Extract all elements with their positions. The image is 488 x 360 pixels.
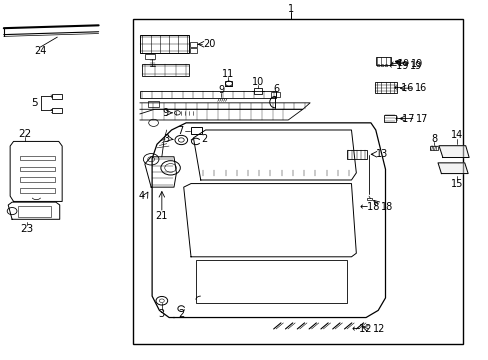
Text: 5: 5 — [31, 98, 38, 108]
Bar — [374, 82, 396, 93]
Text: 21: 21 — [155, 211, 168, 221]
Text: 3: 3 — [159, 309, 164, 319]
Bar — [375, 57, 390, 64]
Text: ←18: ←18 — [359, 202, 379, 212]
Bar — [196, 260, 346, 303]
Text: 15: 15 — [450, 179, 463, 189]
Bar — [148, 101, 159, 107]
Text: ←16: ←16 — [392, 83, 413, 93]
Bar — [132, 19, 462, 344]
Bar — [191, 127, 201, 134]
Text: 24: 24 — [34, 46, 46, 56]
Text: 12: 12 — [372, 324, 385, 334]
Bar — [140, 35, 188, 53]
Bar — [189, 48, 197, 53]
Bar — [271, 92, 280, 97]
Text: 9: 9 — [218, 85, 224, 95]
Bar — [383, 114, 395, 122]
Text: ←19: ←19 — [390, 59, 409, 68]
Text: 17: 17 — [415, 113, 427, 123]
Text: 4: 4 — [139, 191, 144, 201]
Text: 19: 19 — [410, 59, 423, 68]
Bar — [189, 42, 197, 47]
Text: 11: 11 — [222, 69, 234, 79]
Bar — [20, 156, 55, 160]
Bar — [52, 94, 62, 99]
Bar — [20, 188, 55, 193]
Bar — [366, 198, 372, 201]
Bar — [52, 108, 62, 113]
Text: 8: 8 — [430, 134, 436, 144]
Bar — [429, 146, 437, 150]
Text: 1: 1 — [287, 4, 293, 14]
Text: 22: 22 — [18, 129, 31, 139]
Bar — [140, 91, 276, 98]
Bar — [224, 81, 232, 86]
Text: ←19: ←19 — [387, 61, 408, 71]
Text: 13: 13 — [375, 149, 387, 159]
Text: 19: 19 — [409, 61, 421, 71]
Text: 14: 14 — [450, 130, 463, 140]
Text: 2: 2 — [201, 134, 207, 144]
Text: 16: 16 — [414, 83, 426, 93]
Bar — [19, 206, 51, 217]
Text: 20: 20 — [203, 39, 215, 49]
Bar — [346, 150, 366, 159]
Text: 9: 9 — [162, 108, 168, 118]
Text: 23: 23 — [20, 224, 34, 234]
Text: 7: 7 — [177, 126, 183, 136]
Polygon shape — [438, 146, 468, 157]
Text: 18: 18 — [380, 202, 392, 212]
Polygon shape — [437, 163, 467, 174]
Bar — [142, 64, 188, 76]
Text: ←12: ←12 — [351, 324, 371, 334]
Text: 6: 6 — [272, 84, 279, 94]
Bar — [20, 167, 55, 171]
Text: 2: 2 — [178, 309, 184, 319]
Bar — [253, 88, 262, 94]
Text: 10: 10 — [251, 77, 264, 87]
Bar — [20, 177, 55, 182]
Text: 3: 3 — [163, 134, 169, 144]
Text: ←17: ←17 — [393, 113, 414, 123]
Bar — [144, 54, 154, 59]
